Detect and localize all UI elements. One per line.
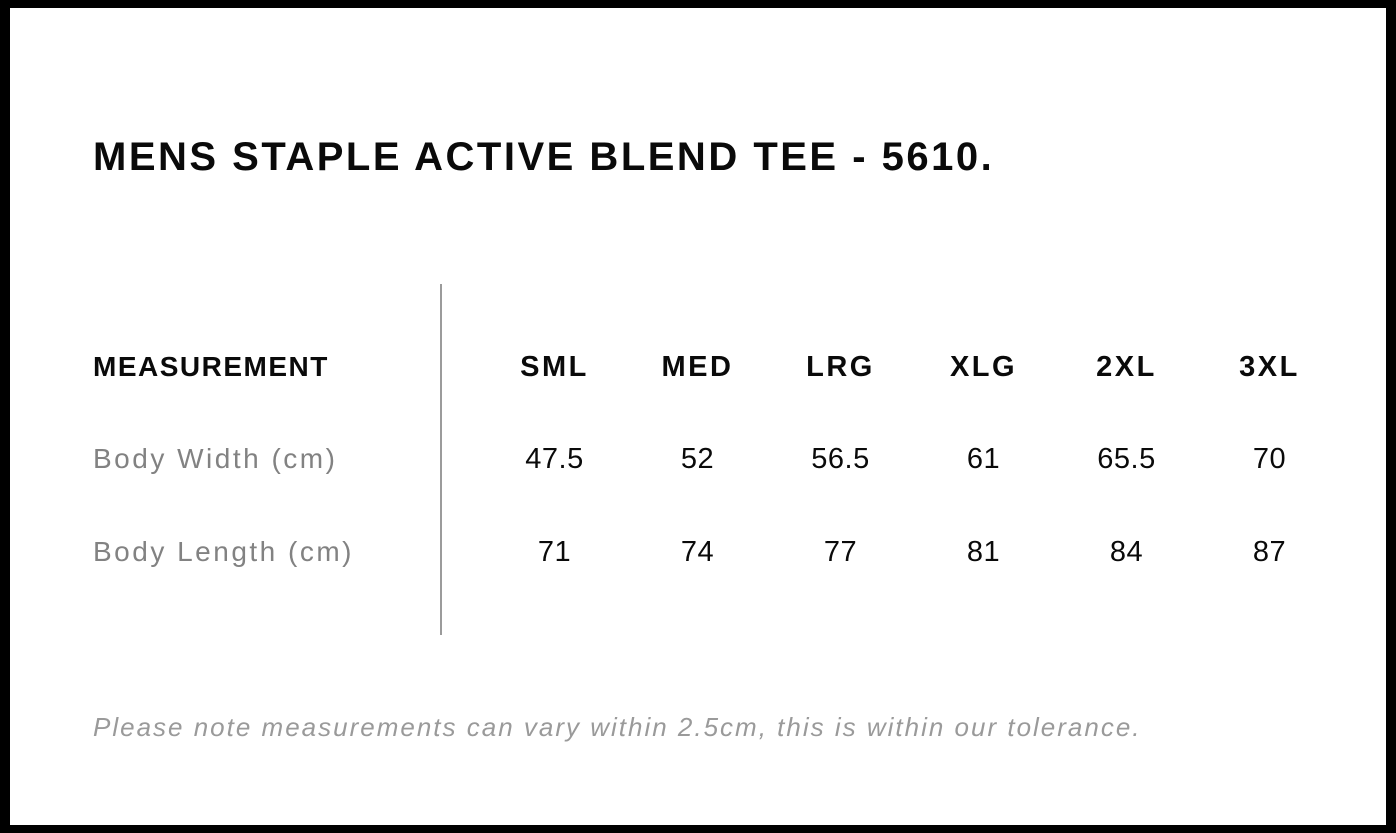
cell-body-length-3xl: 87 bbox=[1252, 536, 1287, 568]
cell-body-width-3xl: 70 bbox=[1252, 443, 1287, 475]
table-row-body-length: Body Length (cm) 71 74 77 81 84 87 bbox=[93, 538, 1341, 567]
page-title: MENS STAPLE ACTIVE BLEND TEE - 5610. bbox=[93, 134, 995, 179]
column-header-size-2xl: 2XL bbox=[1096, 351, 1157, 383]
cell-body-length-sml: 71 bbox=[537, 536, 572, 568]
cell-body-width-lrg: 56.5 bbox=[811, 443, 870, 475]
cell-body-length-2xl: 84 bbox=[1109, 536, 1144, 568]
tolerance-note: Please note measurements can vary within… bbox=[93, 712, 1142, 742]
size-table-header-row: MEASUREMENT SML MED LRG XLG 2XL 3XL bbox=[93, 353, 1341, 382]
table-vertical-divider bbox=[440, 284, 442, 635]
cell-body-width-xlg: 61 bbox=[966, 443, 1001, 475]
column-header-size-lrg: LRG bbox=[806, 351, 875, 383]
cell-body-width-sml: 47.5 bbox=[525, 443, 584, 475]
row-label-body-width: Body Width (cm) bbox=[93, 443, 338, 474]
column-header-measurement: MEASUREMENT bbox=[93, 351, 329, 382]
column-header-size-3xl: 3XL bbox=[1239, 351, 1300, 383]
cell-body-length-lrg: 77 bbox=[823, 536, 858, 568]
cell-body-width-med: 52 bbox=[680, 443, 715, 475]
cell-body-length-xlg: 81 bbox=[966, 536, 1001, 568]
cell-body-length-med: 74 bbox=[680, 536, 715, 568]
row-label-body-length: Body Length (cm) bbox=[93, 536, 354, 567]
cell-body-width-2xl: 65.5 bbox=[1097, 443, 1156, 475]
column-header-size-med: MED bbox=[661, 351, 734, 383]
column-header-size-sml: SML bbox=[520, 351, 589, 383]
column-header-size-xlg: XLG bbox=[949, 351, 1018, 383]
table-row-body-width: Body Width (cm) 47.5 52 56.5 61 65.5 70 bbox=[93, 445, 1341, 474]
